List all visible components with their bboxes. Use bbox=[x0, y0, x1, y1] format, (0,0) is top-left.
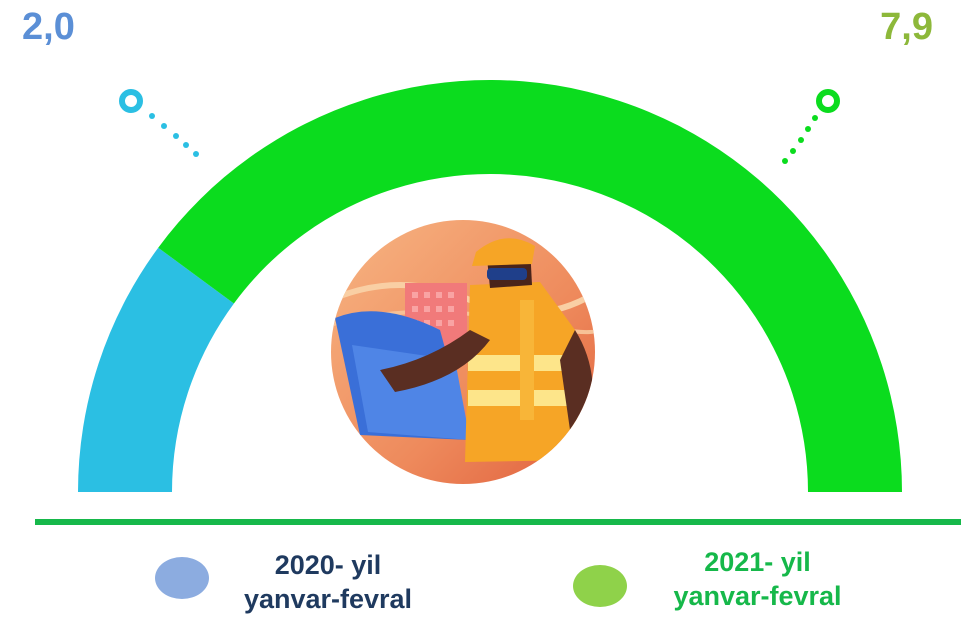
value-2020: 2,0 bbox=[22, 6, 75, 48]
legend-2021-line1: 2021- yil bbox=[704, 547, 811, 577]
legend-label-2021: 2021- yil yanvar-fevral bbox=[650, 545, 865, 613]
marker-right-icon bbox=[782, 89, 840, 164]
legend-2021-line2: yanvar-fevral bbox=[673, 581, 842, 611]
gauge-arc-2021 bbox=[158, 80, 903, 492]
legend-label-2020: 2020- yil yanvar-fevral bbox=[228, 548, 428, 616]
legend-dot-2020 bbox=[155, 557, 209, 599]
gauge-arc-2020 bbox=[78, 247, 234, 492]
baseline-divider bbox=[35, 519, 961, 525]
value-2021: 7,9 bbox=[880, 6, 933, 48]
marker-left-icon bbox=[119, 89, 199, 157]
legend-dot-2021 bbox=[573, 565, 627, 607]
construction-worker-icon bbox=[331, 220, 595, 484]
legend-2020-line2: yanvar-fevral bbox=[243, 584, 413, 614]
legend-2020-line1: 2020- yil bbox=[274, 550, 382, 580]
